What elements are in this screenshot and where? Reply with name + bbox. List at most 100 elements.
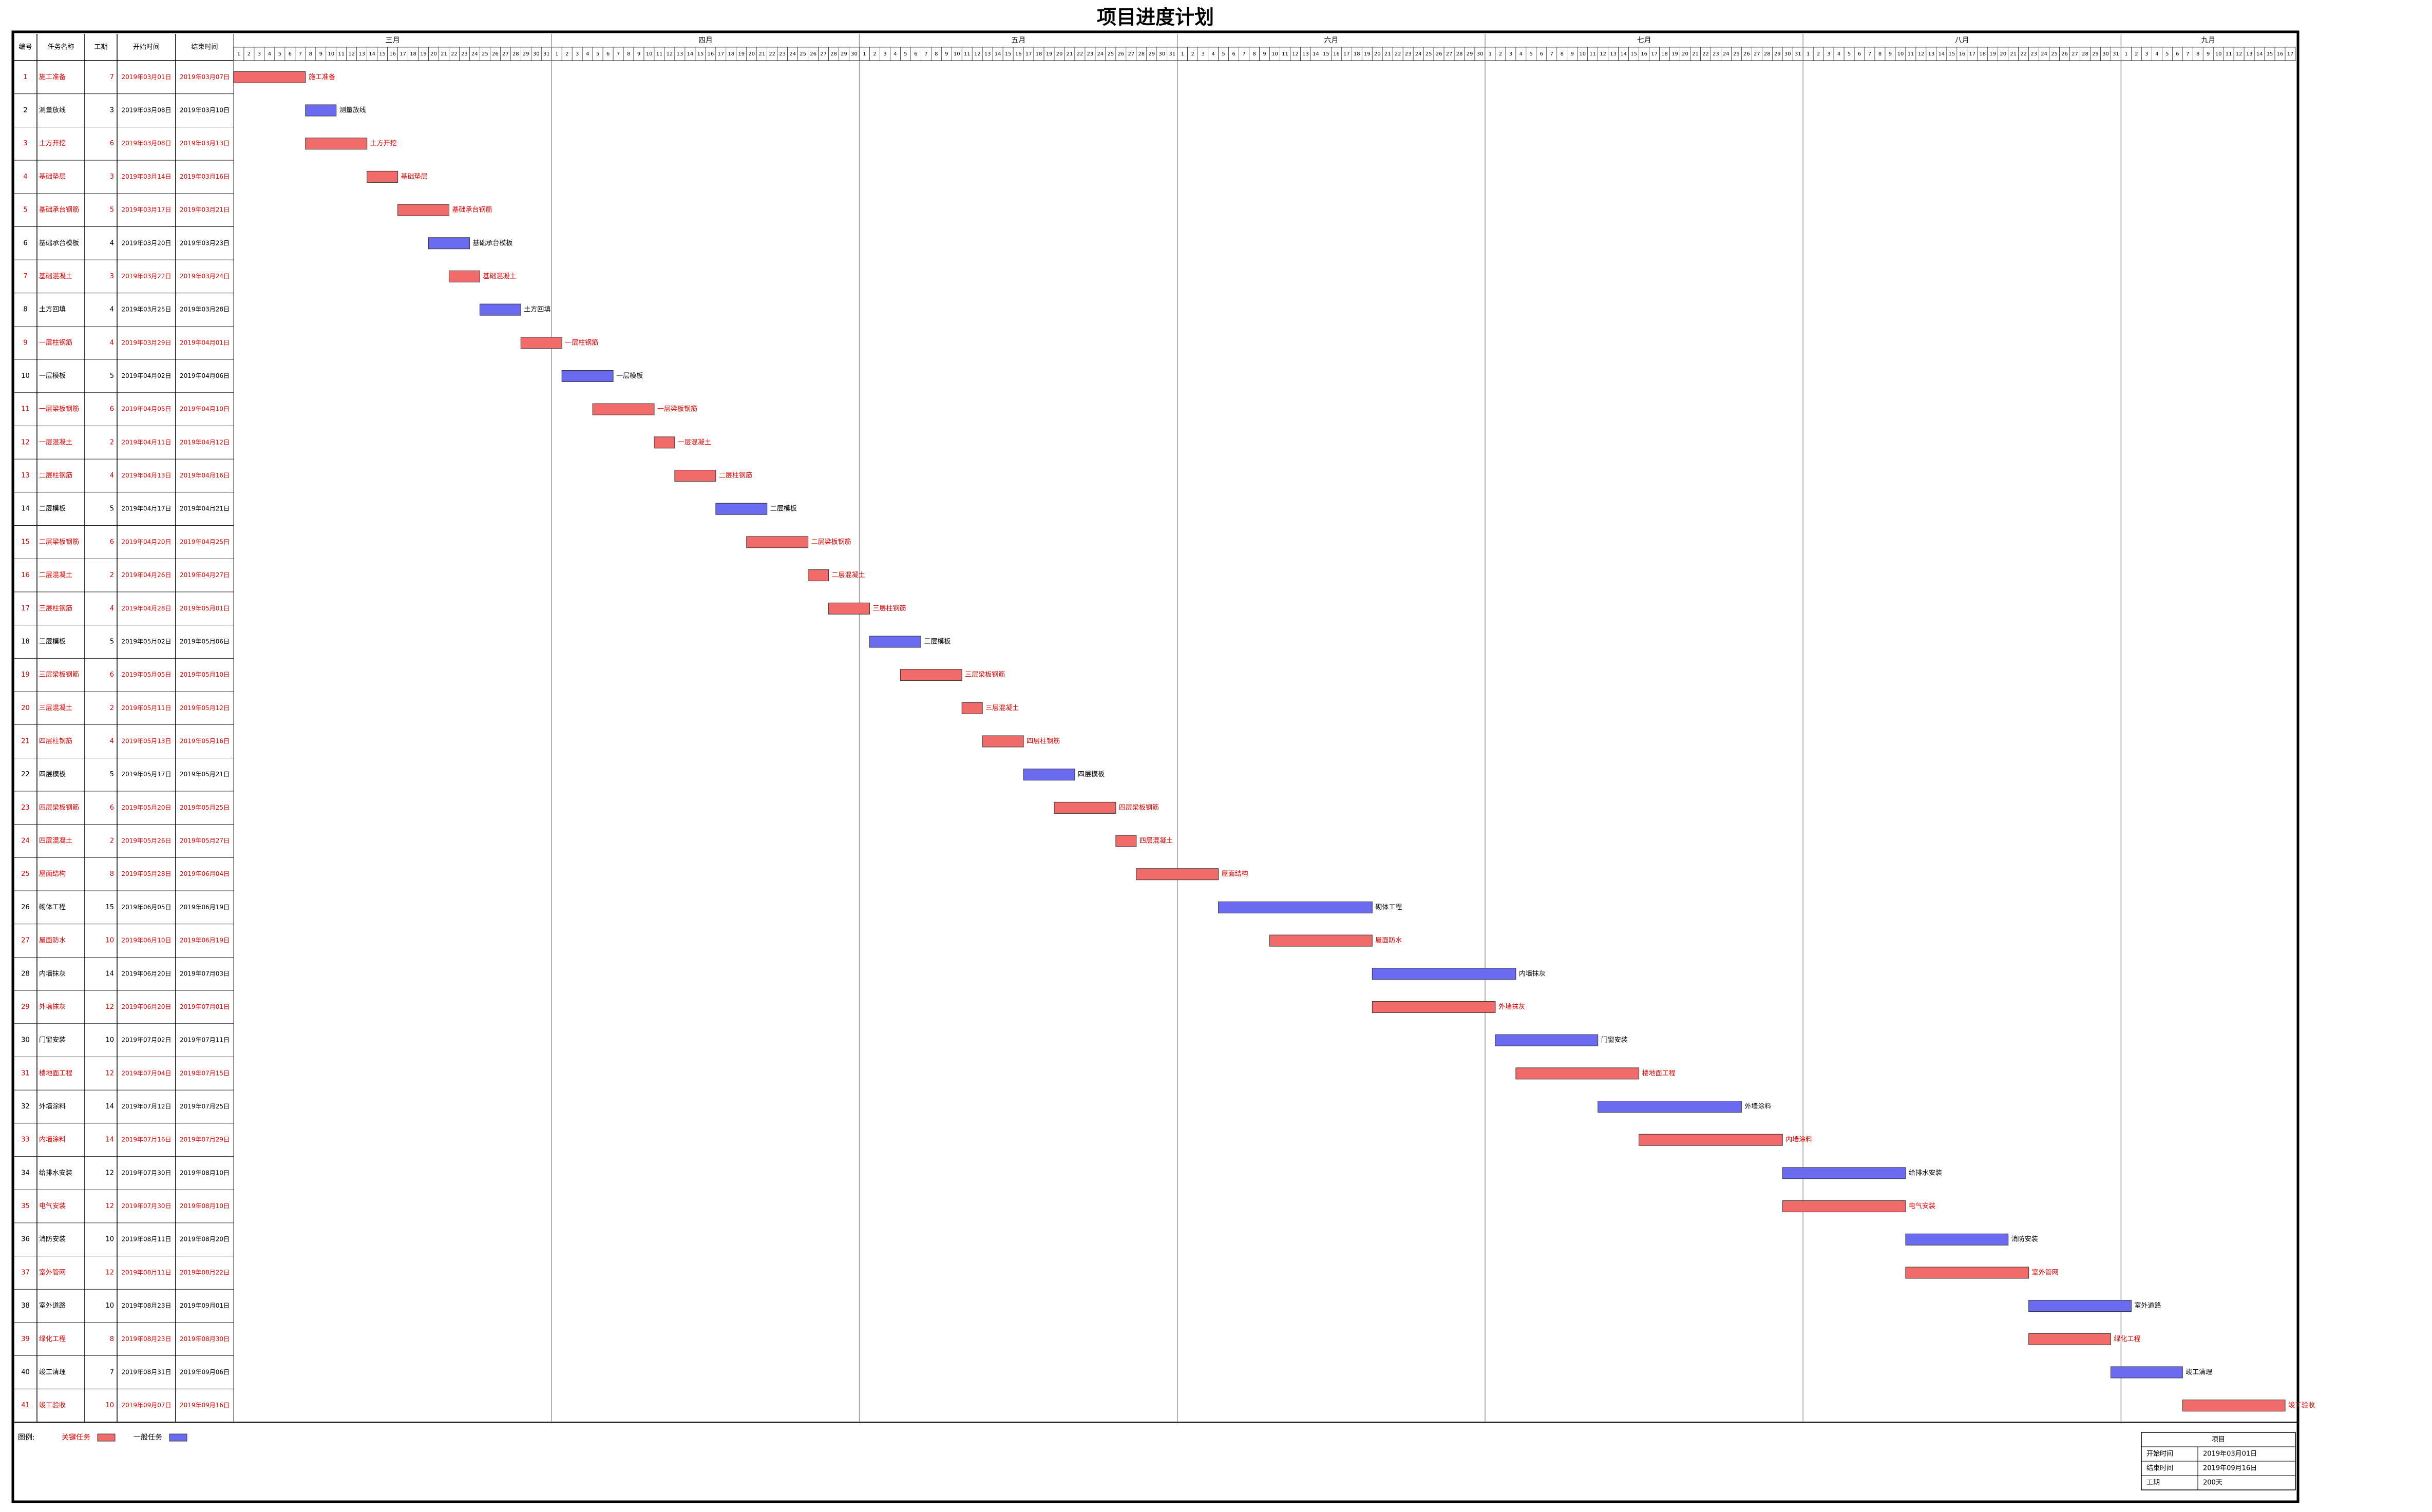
task-bar: [2182, 1400, 2286, 1412]
task-start: 2019年03月08日: [121, 107, 171, 114]
month-label: 六月: [1324, 36, 1338, 45]
bar-label: 绿化工程: [2114, 1335, 2140, 1343]
task-duration: 15: [105, 904, 114, 911]
task-duration: 10: [105, 1302, 114, 1310]
bar-label: 一层模板: [616, 372, 643, 380]
month-label: 五月: [1011, 36, 1025, 45]
day-label: 1: [1807, 51, 1810, 57]
day-label: 12: [974, 51, 981, 57]
task-duration: 6: [110, 804, 114, 812]
day-label: 10: [646, 51, 653, 57]
task-id: 13: [21, 472, 30, 480]
day-label: 13: [2246, 51, 2253, 57]
task-id: 34: [21, 1169, 30, 1177]
day-label: 17: [2287, 51, 2294, 57]
day-label: 12: [667, 51, 673, 57]
task-duration: 8: [110, 870, 114, 878]
task-duration: 5: [110, 372, 114, 380]
day-label: 27: [502, 51, 509, 57]
day-label: 25: [800, 51, 806, 57]
task-id: 8: [23, 306, 27, 314]
task-bar: [1639, 1134, 1783, 1146]
task-start: 2019年04月26日: [121, 571, 171, 579]
task-end: 2019年04月10日: [180, 406, 230, 413]
day-label: 17: [1025, 51, 1032, 57]
day-label: 6: [1540, 51, 1543, 57]
task-bar: [2028, 1333, 2111, 1345]
day-label: 18: [410, 51, 416, 57]
info-title: 项目: [2212, 1436, 2225, 1444]
task-bar: [1023, 769, 1075, 781]
task-name: 二层柱钢筋: [39, 471, 72, 480]
day-label: 18: [1979, 51, 1986, 57]
day-label: 2: [1191, 51, 1194, 57]
day-label: 24: [789, 51, 796, 57]
task-id: 6: [23, 239, 27, 247]
day-label: 24: [1723, 51, 1730, 57]
bar-label: 四层梁板钢筋: [1119, 803, 1159, 812]
task-end: 2019年04月21日: [180, 505, 230, 512]
day-label: 26: [492, 51, 499, 57]
task-start: 2019年07月04日: [121, 1069, 171, 1077]
task-duration: 12: [105, 1269, 114, 1276]
bar-label: 砌体工程: [1375, 904, 1402, 911]
task-end: 2019年08月20日: [180, 1236, 230, 1243]
task-bar: [448, 270, 480, 282]
day-label: 26: [1743, 51, 1750, 57]
task-bar: [367, 170, 398, 183]
task-duration: 7: [110, 1368, 114, 1376]
task-name: 竣工清理: [39, 1368, 66, 1376]
legend-swatch: [169, 1433, 187, 1442]
task-end: 2019年07月15日: [180, 1069, 230, 1077]
day-label: 7: [1868, 51, 1871, 57]
day-label: 5: [278, 51, 281, 57]
task-end: 2019年07月11日: [180, 1037, 230, 1044]
bar-label: 楼地面工程: [1642, 1069, 1676, 1077]
day-label: 2: [248, 51, 251, 57]
day-label: 14: [2256, 51, 2263, 57]
task-id: 38: [21, 1302, 30, 1310]
task-name: 三层梁板钢筋: [39, 671, 79, 679]
day-label: 19: [1671, 51, 1678, 57]
info-cell: 开始时间: [2146, 1450, 2173, 1458]
task-name: 竣工验收: [39, 1401, 66, 1409]
task-bar: [1372, 968, 1516, 980]
bar-label: 门窗安装: [1601, 1036, 1628, 1044]
day-label: 21: [1067, 51, 1073, 57]
day-label: 19: [420, 51, 427, 57]
day-label: 16: [1333, 51, 1340, 57]
day-label: 5: [1222, 51, 1225, 57]
day-label: 18: [1036, 51, 1042, 57]
day-label: 12: [1292, 51, 1299, 57]
bar-label: 四层柱钢筋: [1027, 737, 1060, 745]
day-label: 7: [299, 51, 302, 57]
task-id: 15: [21, 538, 30, 546]
day-label: 9: [945, 51, 948, 57]
day-label: 7: [1242, 51, 1245, 57]
bar-label: 二层混凝土: [832, 571, 865, 579]
day-label: 13: [677, 51, 683, 57]
day-label: 25: [482, 51, 488, 57]
day-label: 16: [1015, 51, 1022, 57]
day-label: 15: [1630, 51, 1637, 57]
bar-label: 施工准备: [309, 73, 335, 81]
bar-label: 室外道路: [2134, 1302, 2161, 1310]
task-end: 2019年05月21日: [180, 771, 230, 778]
day-label: 17: [1969, 51, 1975, 57]
bar-label: 四层模板: [1078, 771, 1105, 778]
bar-label: 内墙涂料: [1785, 1136, 1812, 1144]
day-label: 3: [883, 51, 886, 57]
day-label: 28: [1764, 51, 1771, 57]
task-name: 四层梁板钢筋: [39, 803, 79, 812]
task-name: 一层梁板钢筋: [39, 405, 79, 413]
task-id: 32: [21, 1103, 30, 1111]
day-label: 12: [348, 51, 355, 57]
day-label: 30: [533, 51, 540, 57]
task-name: 三层模板: [39, 638, 66, 645]
task-name: 一层柱钢筋: [39, 338, 72, 347]
day-label: 15: [1948, 51, 1955, 57]
task-name: 楼地面工程: [39, 1069, 72, 1077]
task-id: 1: [23, 73, 27, 81]
month-label: 四月: [698, 36, 713, 45]
task-end: 2019年03月07日: [180, 73, 230, 81]
